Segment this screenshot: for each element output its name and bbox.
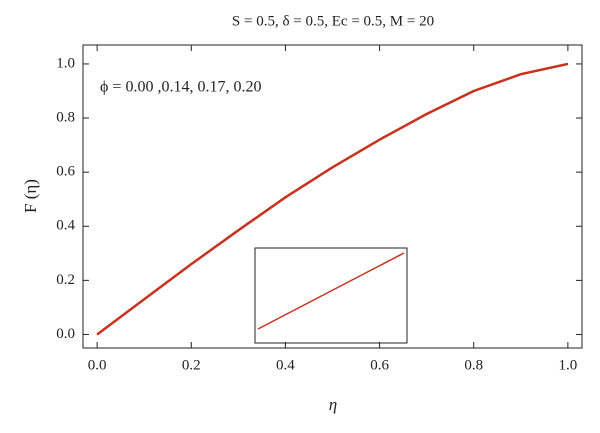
- y-axis-label: F (η): [21, 179, 40, 213]
- data-line: [96, 62, 569, 336]
- x-tick-label: 0.0: [88, 357, 107, 373]
- x-tick-label: 0.2: [182, 357, 201, 373]
- y-tick-label: 0.0: [56, 326, 75, 342]
- x-tick-label: 1.0: [559, 357, 578, 373]
- y-tick-label: 0.2: [56, 272, 75, 288]
- plot-area: [96, 62, 569, 336]
- x-axis-label: η: [329, 395, 337, 414]
- x-tick-label: 0.6: [370, 357, 389, 373]
- x-tick-label: 0.4: [276, 357, 295, 373]
- y-tick-label: 0.6: [56, 164, 75, 180]
- chart-title: S = 0.5, δ = 0.5, Ec = 0.5, M = 20: [232, 13, 434, 29]
- plot-frame: [82, 44, 583, 349]
- y-tick-label: 1.0: [56, 55, 75, 71]
- x-tick-label: 0.8: [464, 357, 483, 373]
- y-tick-label: 0.8: [56, 109, 75, 125]
- y-tick-label: 0.4: [56, 218, 75, 234]
- annotation: ϕ = 0.00 ,0.14, 0.17, 0.20: [100, 79, 261, 96]
- inset-line: [257, 252, 405, 330]
- inset-frame: [254, 247, 408, 344]
